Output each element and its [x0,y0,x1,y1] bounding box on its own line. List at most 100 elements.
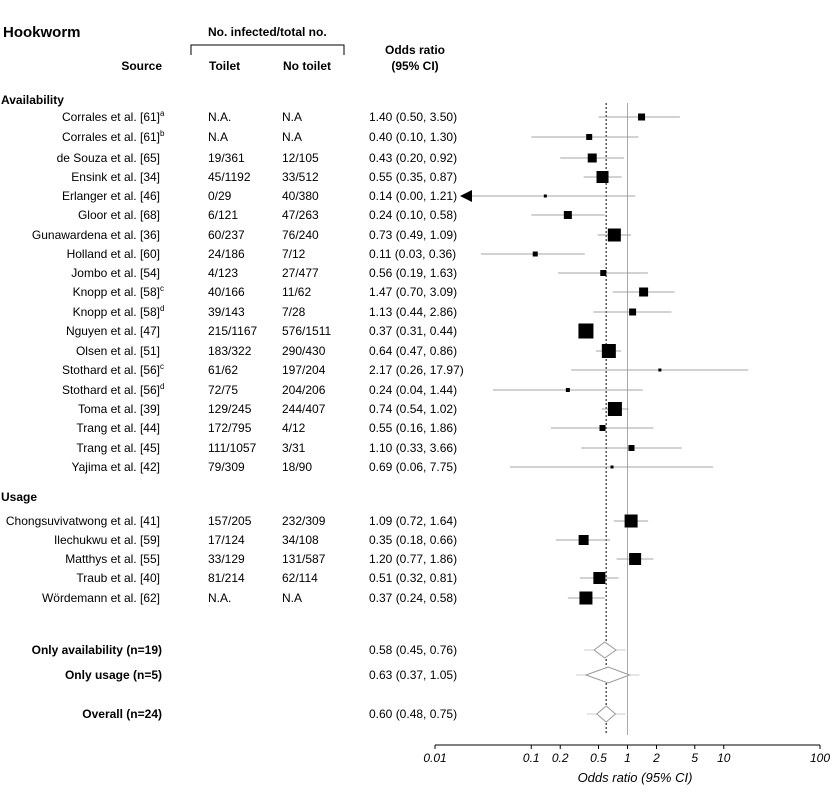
no-toilet-count: 33/512 [282,170,319,184]
study-source: Ensink et al. [34] [0,170,166,184]
study-source: Gunawardena et al. [36] [0,228,166,242]
study-source-text: Gunawardena et al. [36] [31,228,160,242]
no-toilet-count: 204/206 [282,383,326,397]
odds-ratio-ci: 1.10 (0.33, 3.66) [369,441,458,455]
study-source-text: Corrales et al. [61] [61,130,160,144]
study-source: Yajima et al. [42] [0,460,166,474]
no-toilet-count: 7/12 [282,247,306,261]
study-source-text: Toma et al. [39] [77,402,160,416]
point-estimate [628,445,635,451]
summary-diamond [584,666,631,684]
study-source-text: Ilechukwu et al. [59] [53,533,160,547]
study-source-text: Traub et al. [40] [76,571,160,585]
toilet-count: N.A [208,130,229,144]
study-source: Nguyen et al. [47] [0,324,166,338]
no-toilet-count: N.A [282,591,303,605]
point-estimate [593,572,606,584]
x-axis-label: Odds ratio (95% CI) [577,770,693,785]
point-estimate [565,388,570,392]
study-source: Stothard et al. [56]c [61,362,164,378]
study-source: de Souza et al. [65] [0,151,166,165]
study-source: Jombo et al. [54] [0,266,166,280]
odds-ratio-ci: 0.40 (0.10, 1.30) [369,130,458,144]
summary-ci: 0.60 (0.48, 0.75) [369,707,458,721]
toilet-header: Toilet [209,59,241,73]
study-source: Corrales et al. [61]b [61,129,165,145]
odds-ratio-ci: 0.73 (0.49, 1.09) [369,228,458,242]
study-source: Holland et al. [60] [0,247,166,261]
study-source-text: Stothard et al. [56] [61,363,160,377]
study-source-text: Matthys et al. [55] [65,552,160,566]
no-toilet-count: 40/380 [282,189,319,203]
group-header: No. infected/total no. [208,25,327,39]
or-header-line2: (95% CI) [391,59,439,73]
odds-ratio-ci: 0.37 (0.24, 0.58) [369,591,458,605]
toilet-count: N.A. [208,591,232,605]
study-source: Olsen et al. [51] [0,344,166,358]
study-source: Knopp et al. [58]d [72,304,165,320]
study-source-text: Knopp et al. [58] [72,305,160,319]
point-estimate [579,591,593,605]
toilet-count: 0/29 [208,189,232,203]
toilet-count: 39/143 [208,305,245,319]
odds-ratio-ci: 0.69 (0.06, 7.75) [369,460,458,474]
no-toilet-count: 131/587 [282,552,326,566]
point-estimate [543,194,547,198]
no-toilet-count: 62/114 [282,571,318,585]
toilet-count: 72/75 [208,383,239,397]
study-source-text: Knopp et al. [58] [72,285,160,299]
study-source: Matthys et al. [55] [0,552,166,566]
odds-ratio-ci: 1.09 (0.72, 1.64) [369,514,458,528]
study-source: Stothard et al. [56]d [61,382,165,398]
point-estimate [601,344,616,358]
study-source-text: Gloor et al. [68] [77,208,160,222]
study-source: Ilechukwu et al. [59] [0,533,166,547]
odds-ratio-ci: 0.37 (0.31, 0.44) [369,324,458,338]
odds-ratio-ci: 0.64 (0.47, 0.86) [369,344,458,358]
study-source-text: Trang et al. [44] [76,421,160,435]
x-tick-label: 0.2 [552,751,569,765]
point-estimate [629,553,642,565]
point-estimate [563,211,572,219]
odds-ratio-ci: 0.55 (0.35, 0.87) [369,170,458,184]
study-source: Traub et al. [40] [0,571,166,585]
no-toilet-count: 12/105 [282,151,319,165]
toilet-count: 33/129 [208,552,245,566]
point-estimate [532,251,538,257]
no-toilet-count: 3/31 [282,441,306,455]
odds-ratio-ci: 0.43 (0.20, 0.92) [369,151,458,165]
toilet-count: 4/123 [208,266,239,280]
no-toilet-count: N.A [282,110,303,124]
toilet-count: 81/214 [208,571,245,585]
study-source-text: Yajima et al. [42] [71,460,161,474]
x-tick-label: 100 [810,751,830,765]
x-tick-label: 0.01 [423,751,446,765]
odds-ratio-ci: 1.40 (0.50, 3.50) [369,110,458,124]
toilet-count: 215/1167 [208,324,258,338]
point-estimate [596,171,609,183]
study-source: Corrales et al. [61]a [61,109,165,125]
toilet-count: 17/124 [208,533,245,547]
toilet-count: 45/1192 [208,170,251,184]
point-estimate [578,323,594,339]
no-toilet-count: 232/309 [282,514,326,528]
summary-diamond [596,705,617,723]
summary-label: Overall (n=24) [82,707,162,721]
study-source: Gloor et al. [68] [0,208,166,222]
summary-diamond [593,641,617,659]
toilet-count: 61/62 [208,363,239,377]
study-source-text: Wördemann et al. [62] [41,591,160,605]
study-source-text: Holland et al. [60] [66,247,160,261]
odds-ratio-ci: 0.24 (0.10, 0.58) [369,208,458,222]
study-source-text: Corrales et al. [61] [61,110,160,124]
study-source-text: Erlanger et al. [46] [61,189,160,203]
study-source: Trang et al. [45] [0,441,166,455]
study-source-text: Trang et al. [45] [76,441,160,455]
or-header-line1: Odds ratio [384,43,445,57]
x-tick-label: 0.5 [590,751,607,765]
toilet-count: 19/361 [208,151,245,165]
study-source: Wördemann et al. [62] [0,591,166,605]
no-toilet-count: N.A [282,130,303,144]
